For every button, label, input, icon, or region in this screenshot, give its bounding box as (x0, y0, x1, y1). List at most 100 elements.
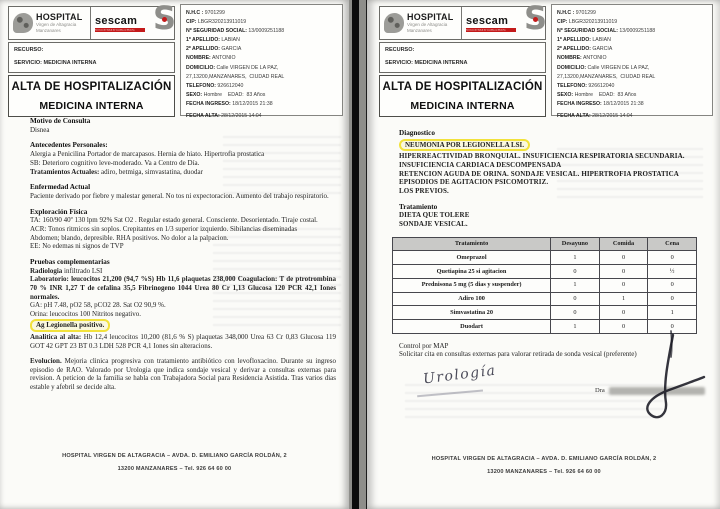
med-cena: 0 (647, 250, 697, 266)
document-header: HOSPITAL Virgen de Altagracia Manzanares… (379, 0, 713, 119)
patient-field-nhc: N.H.C : 9701299 (557, 10, 596, 16)
diagnostico-highlight-line: NEUMONIA POR LEGIONELLA LSI. (399, 138, 694, 153)
page-footer: HOSPITAL VIRGEN DE ALTAGRACIA – AVDA. D.… (367, 453, 720, 479)
patient-field-cip: CIP: LBGR320213911019 (186, 19, 247, 26)
patient-field-seguridad-social: Nº SEGURIDAD SOCIAL: 13/0009251188 (186, 28, 285, 35)
exploracion-line: Abdomen; blando, depresible. RHA positiv… (30, 233, 229, 242)
section-enfermedad-heading: Enfermedad Actual (30, 183, 91, 192)
footer-address: HOSPITAL VIRGEN DE ALTAGRACIA – AVDA. D.… (431, 456, 657, 463)
orina-line: Orina: leucocitos 100 Nitritos negativo. (30, 309, 142, 318)
med-desayuno: 1 (550, 319, 600, 334)
footer-address: HOSPITAL VIRGEN DE ALTAGRACIA – AVDA. D.… (62, 453, 287, 460)
title-box: ALTA DE HOSPITALIZACIÓN MEDICINA INTERNA (8, 75, 175, 117)
sescam-tagline-bar: Servicio de Salud de Castilla-La Mancha (95, 28, 145, 32)
sescam-s-logo-icon: S (523, 0, 547, 37)
patient-field-telefono: TELEFONO: 926612040 (557, 82, 615, 89)
med-cena: 1 (647, 305, 697, 320)
patient-field-nhc: N.H.C : 9701299 (186, 10, 225, 16)
med-name: Simvastatina 20 (391, 305, 552, 320)
highlight-neumonia: NEUMONIA POR LEGIONELLA LSI. (399, 138, 531, 152)
med-name: Duodart (391, 319, 552, 334)
sescam-logo-text: sescam (466, 15, 509, 27)
page-footer: HOSPITAL VIRGEN DE ALTAGRACIA – AVDA. D.… (0, 450, 349, 476)
hospital-logo-icon (13, 13, 33, 33)
antecedentes-line: Alergia a Penicilina Portador de marcapa… (30, 150, 265, 159)
patient-field-nombre: NOMBRE: ANTONIO (557, 55, 607, 62)
gasometria-line: GA: pH 7.48, pO2 58, pCO2 28. Sat O2 90,… (30, 301, 166, 310)
table-row: Omeprazol 1 0 0 (391, 250, 697, 266)
legionella-result-line: Ag Legionella positivo. (30, 318, 336, 333)
document-page-2: HOSPITAL Virgen de Altagracia Manzanares… (366, 0, 720, 509)
recurso-label: RECURSO: (385, 47, 415, 53)
hospital-name: HOSPITAL (407, 12, 454, 23)
med-comida: 0 (598, 250, 649, 266)
patient-field-apellido2: 2º APELLIDO: GARCIA (186, 46, 242, 53)
divider (461, 7, 462, 39)
patient-field-telefono: TELEFONO: 926612040 (186, 82, 244, 89)
hospital-logo-icon (384, 13, 404, 33)
med-name: Quetiapina 25 si agitacion (391, 264, 552, 279)
med-cena: 0 (647, 319, 697, 334)
tratamientos-actuales-line: Tratamientos Actuales: adiro, betmiga, s… (30, 167, 203, 176)
patient-field-nombre: NOMBRE: ANTONIO (186, 55, 236, 62)
radiologia-line: Radiologia infiltrado LSI (30, 266, 103, 275)
hospital-subtitle: Manzanares (407, 28, 432, 33)
document-page-1: HOSPITAL Virgen de Altagracia Manzanares… (0, 0, 349, 509)
med-desayuno: 1 (550, 277, 600, 293)
antecedentes-line: SB: Deterioro cognitivo leve-moderado. V… (30, 158, 200, 167)
divider (90, 7, 91, 39)
med-desayuno: 0 (550, 291, 600, 307)
logo-box: HOSPITAL Virgen de Altagracia Manzanares… (8, 2, 176, 40)
divider-bar (352, 0, 359, 509)
column-header-cena: Cena (647, 236, 697, 252)
section-antecedentes-heading: Antecedentes Personales: (30, 141, 108, 150)
med-cena: 0 (647, 291, 697, 307)
med-comida: 0 (598, 277, 649, 293)
patient-field-fecha-alta: FECHA ALTA: 28/12/2015 14:04 (557, 113, 633, 120)
med-cena: ½ (647, 264, 697, 279)
patient-field-fecha-ingreso: FECHA INGRESO: 18/12/2015 21:38 (186, 100, 273, 107)
sescam-logo-text: sescam (95, 15, 138, 27)
handwritten-urologia-note: Urología (422, 362, 498, 388)
page-subtitle: MEDICINA INTERNA (39, 99, 144, 112)
hospital-subtitle: Virgen de Altagracia (36, 22, 77, 28)
section-pruebas-heading: Pruebas complementarias (30, 257, 110, 266)
med-name: Prednisona 5 mg (5 dias y suspender) (391, 277, 552, 293)
laboratorio-text: Laboratorio: leucocitos 21,200 (94,7 %S)… (30, 275, 336, 301)
analitica-alta-line: Analitica al alta: Hb 12,4 leucocitos 10… (30, 333, 336, 350)
hospital-name: HOSPITAL (36, 12, 83, 23)
med-comida: 0 (598, 305, 649, 320)
exploracion-line: TA: 160/90 40º 130 lpm 92% Sat O2 . Regu… (30, 216, 318, 225)
table-row: Duodart 1 0 0 (391, 319, 697, 334)
diagnostico-line: INSUFICIENCIA CARDIACA DESCOMPENSADA (399, 161, 562, 170)
patient-field-fecha-ingreso: FECHA INGRESO: 18/12/2015 21:38 (557, 100, 644, 107)
med-name: Adiro 100 (391, 291, 552, 307)
med-cena: 0 (647, 277, 697, 293)
patient-field-apellido2: 2º APELLIDO: GARCIA (557, 46, 613, 53)
footer-phone: 13200 MANZANARES – Tel. 926 64 60 00 (117, 466, 232, 473)
section-diagnostico-heading: Diagnostico (399, 129, 435, 137)
control-map-line: Control por MAP (399, 341, 449, 350)
recurso-label: RECURSO: (14, 47, 44, 53)
column-header-comida: Comida (598, 236, 649, 252)
servicio-label: SERVICIO: MEDICINA INTERNA (385, 60, 468, 66)
diagnostico-line: EPISODIOS DE AGITACION PSICOMOTRIZ. (399, 178, 549, 187)
patient-field-sexo-edad: SEXO: Hombre EDAD: 83 Años (557, 91, 637, 98)
recurso-box: RECURSO: SERVICIO: MEDICINA INTERNA (379, 42, 546, 73)
evolucion-paragraph: Evolucion. Mejoria clinica progresiva co… (30, 357, 337, 392)
dra-label: Dra (595, 386, 605, 394)
title-box: ALTA DE HOSPITALIZACIÓN MEDICINA INTERNA (379, 75, 546, 117)
servicio-label: SERVICIO: MEDICINA INTERNA (14, 60, 97, 66)
section-motivo-heading: Motivo de Consulta (30, 117, 91, 125)
column-header-tratamiento: Tratamiento (391, 236, 552, 252)
patient-data-box: N.H.C : 9701299 CIP: LBGR320213911019 Nº… (551, 4, 713, 119)
diagnostico-line: LOS PREVIOS. (399, 186, 449, 195)
tratamiento-line: SONDAJE VESICAL. (399, 219, 468, 228)
patient-field-domicilio: DOMICILIO: Calle VIRGEN DE LA PAZ, 27,13… (186, 64, 285, 80)
page-divider (349, 0, 366, 509)
discharge-report-body: Motivo de Consulta Disnea Antecedentes P… (30, 117, 336, 392)
table-header-row: Tratamiento Desayuno Comida Cena (391, 236, 697, 252)
exploracion-line: ACR: Tonos ritmicos sin soplos. Crepitan… (30, 225, 298, 234)
patient-data-box: N.H.C : 9701299 CIP: LBGR320213911019 Nº… (180, 4, 343, 119)
